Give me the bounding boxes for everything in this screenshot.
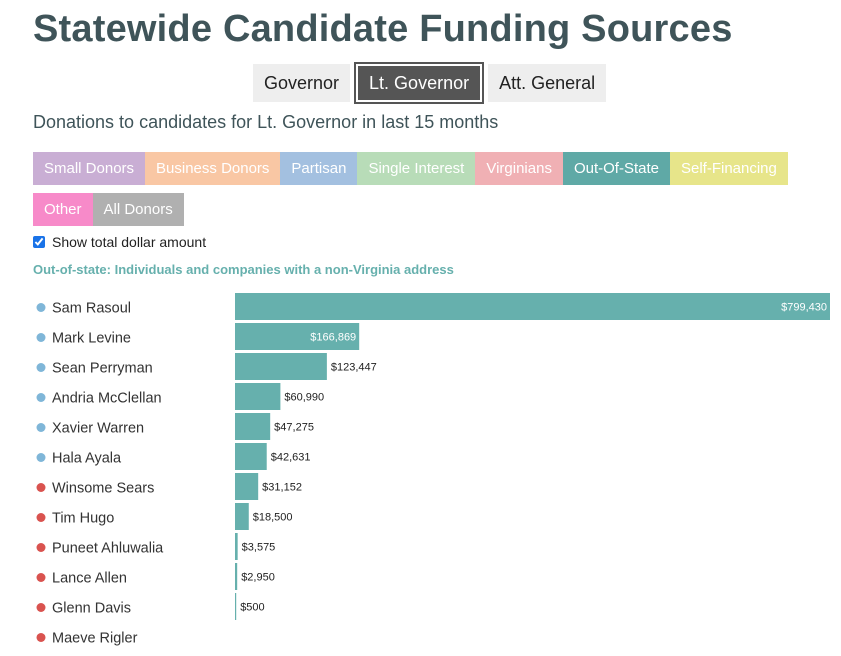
category-all-donors-button[interactable]: All Donors (92, 193, 184, 226)
candidate-label: Maeve Rigler (52, 631, 138, 647)
candidate-label: Xavier Warren (52, 421, 144, 437)
tab-governor[interactable]: Governor (253, 64, 351, 102)
category-other-button[interactable]: Other (33, 193, 93, 226)
bar-value-label: $500 (240, 602, 264, 614)
bar[interactable] (235, 503, 249, 530)
category-small-donors-button[interactable]: Small Donors (33, 152, 146, 185)
office-tabs: Governor Lt. Governor Att. General (253, 62, 607, 104)
bar[interactable] (235, 563, 238, 590)
bar[interactable] (235, 533, 238, 560)
bar[interactable] (235, 293, 830, 320)
category-partisan-button[interactable]: Partisan (280, 152, 358, 185)
party-dot (36, 633, 46, 642)
candidate-label: Lance Allen (52, 571, 127, 587)
bar[interactable] (235, 593, 237, 620)
category-virginians-button[interactable]: Virginians (475, 152, 563, 185)
candidate-label: Winsome Sears (52, 481, 154, 497)
bar-value-label: $42,631 (271, 452, 311, 464)
party-dot (36, 393, 46, 402)
party-dot (36, 543, 46, 552)
party-dot (36, 483, 46, 492)
candidate-label: Mark Levine (52, 331, 131, 347)
candidate-label: Glenn Davis (52, 601, 131, 617)
bar-value-label: $18,500 (253, 512, 293, 524)
party-dot (36, 573, 46, 582)
bar-value-label: $3,575 (242, 542, 276, 554)
candidate-label: Puneet Ahluwalia (52, 541, 164, 557)
tab-lt-governor[interactable]: Lt. Governor (354, 62, 485, 104)
bar[interactable] (235, 443, 267, 470)
show-total-toggle[interactable]: Show total dollar amount (33, 234, 206, 250)
category-out-of-state-button[interactable]: Out-Of-State (562, 152, 670, 185)
bar[interactable] (235, 323, 360, 350)
category-description: Out-of-state: Individuals and companies … (33, 262, 454, 277)
party-dot (36, 603, 46, 612)
funding-bar-chart: Sam Rasoul $799,430 Mark Levine $166,869 Sea… (36, 293, 830, 647)
category-filters: Small Donors Business Donors Partisan Si… (33, 152, 803, 234)
party-dot (36, 333, 46, 342)
bar-value-label: $166,869 (310, 332, 356, 344)
show-total-checkbox[interactable] (33, 236, 45, 248)
bar[interactable] (235, 383, 281, 410)
bar[interactable] (235, 353, 327, 380)
bar-value-label: $2,950 (241, 572, 275, 584)
party-dot (36, 513, 46, 522)
bar-value-label: $123,447 (331, 362, 377, 374)
party-dot (36, 453, 46, 462)
tab-att-general[interactable]: Att. General (488, 64, 607, 102)
page-title: Statewide Candidate Funding Sources (33, 8, 733, 50)
party-dot (36, 303, 46, 312)
subtitle: Donations to candidates for Lt. Governor… (33, 112, 499, 132)
bar-value-label: $60,990 (284, 392, 324, 404)
bar[interactable] (235, 413, 271, 440)
candidate-label: Tim Hugo (52, 511, 114, 527)
candidate-label: Hala Ayala (52, 451, 122, 467)
category-self-financing-button[interactable]: Self-Financing (669, 152, 788, 185)
bar[interactable] (235, 473, 259, 500)
bar-value-label: $799,430 (781, 302, 827, 314)
category-business-donors-button[interactable]: Business Donors (145, 152, 281, 185)
party-dot (36, 363, 46, 372)
candidate-label: Sean Perryman (52, 361, 153, 377)
show-total-label: Show total dollar amount (52, 234, 207, 250)
bar-value-label: $31,152 (262, 482, 302, 494)
bar-value-label: $47,275 (274, 422, 314, 434)
category-single-interest-button[interactable]: Single Interest (357, 152, 476, 185)
party-dot (36, 423, 46, 432)
candidate-label: Sam Rasoul (52, 301, 131, 317)
candidate-label: Andria McClellan (52, 391, 162, 407)
